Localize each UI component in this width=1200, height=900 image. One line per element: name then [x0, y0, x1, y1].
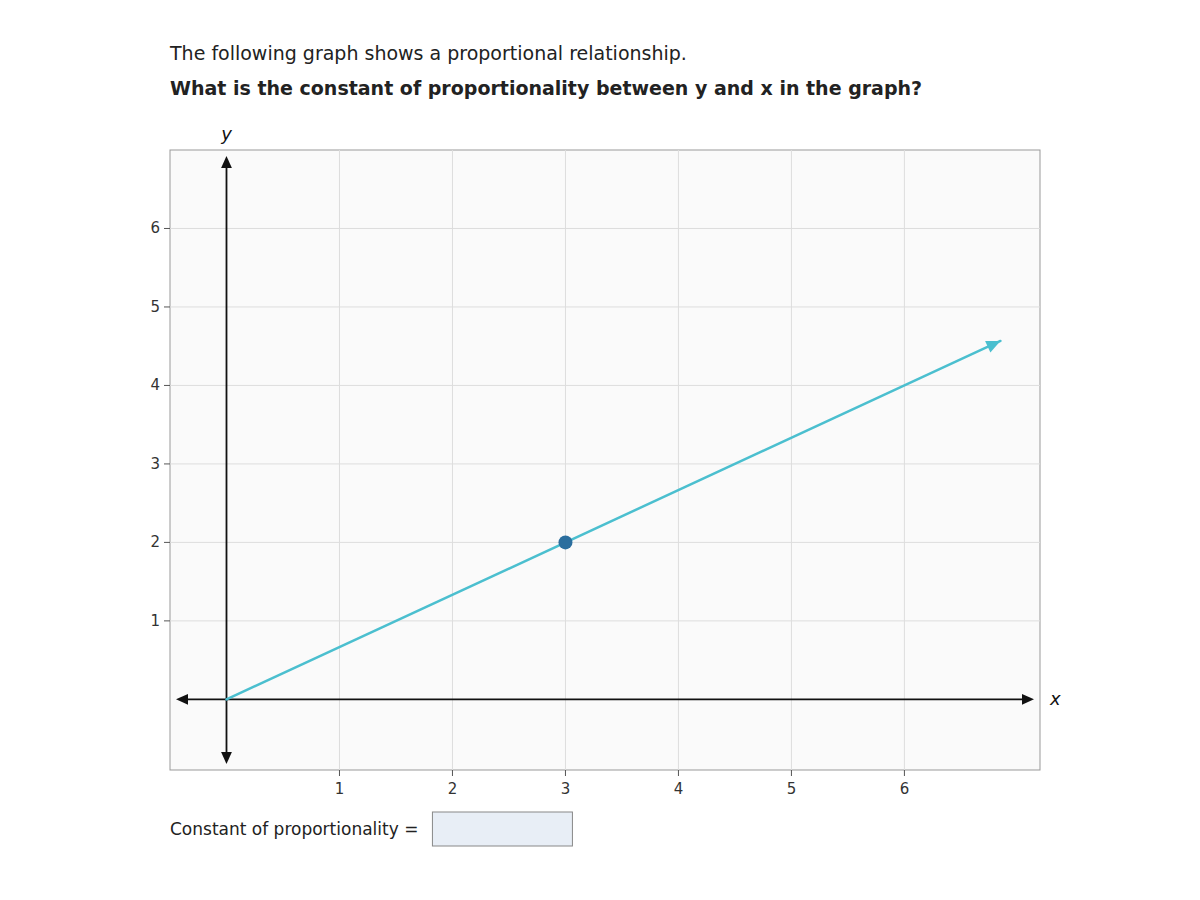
y-axis-line — [226, 166, 228, 754]
arrowhead — [221, 752, 232, 764]
x-axis-label: x — [1049, 688, 1061, 709]
tick — [452, 770, 453, 776]
tick — [164, 463, 170, 464]
tick — [164, 306, 170, 307]
title: The following graph shows a proportional… — [169, 42, 687, 64]
grid-line — [170, 463, 1040, 464]
tick — [164, 542, 170, 543]
tick-label: 1 — [335, 780, 345, 798]
grid-line — [339, 150, 340, 770]
grid-line — [452, 150, 453, 770]
tick — [791, 770, 792, 776]
tick — [904, 770, 905, 776]
arrowhead — [221, 156, 232, 168]
tick-label: 2 — [150, 533, 160, 551]
grid-line — [170, 542, 1040, 543]
x-axis-line — [186, 698, 1024, 700]
tick-label: 4 — [674, 780, 684, 798]
tick-label: 4 — [150, 376, 160, 394]
tick-label: 3 — [561, 780, 571, 798]
subtitle: What is the constant of proportionality … — [170, 77, 922, 99]
tick — [565, 770, 566, 776]
tick-label: 6 — [900, 780, 910, 798]
tick — [164, 228, 170, 229]
tick-label: 1 — [150, 612, 160, 630]
arrowhead — [176, 694, 188, 705]
chart: The following graph shows a proportional… — [0, 0, 1200, 900]
tick-label: 5 — [150, 298, 160, 316]
data-group — [226, 341, 1000, 699]
grid-line — [678, 150, 679, 770]
tick — [678, 770, 679, 776]
arrowhead — [1022, 694, 1034, 705]
annotation: Constant of proportionality = — [170, 819, 418, 839]
tick-label: 2 — [448, 780, 458, 798]
point — [558, 535, 572, 549]
answer-box — [432, 812, 572, 846]
plot-frame — [170, 150, 1040, 770]
tick — [164, 385, 170, 386]
grid-line — [170, 306, 1040, 307]
line — [226, 341, 1000, 699]
grid-line — [170, 385, 1040, 386]
y-axis-label: y — [220, 123, 232, 144]
grid-line — [904, 150, 905, 770]
tick-label: 5 — [787, 780, 797, 798]
tick-label: 3 — [150, 455, 160, 473]
grid-line — [170, 620, 1040, 621]
grid-line — [791, 150, 792, 770]
tick — [164, 620, 170, 621]
tick-label: 6 — [150, 219, 160, 237]
grid-line — [565, 150, 566, 770]
grid-line — [170, 228, 1040, 229]
tick — [339, 770, 340, 776]
